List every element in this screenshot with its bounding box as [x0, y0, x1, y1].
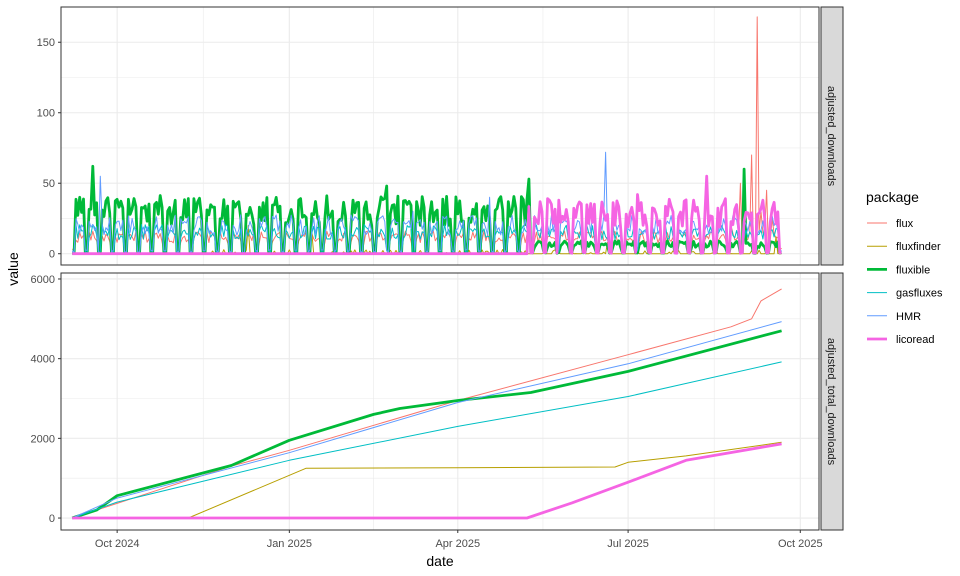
legend-label: gasfluxes: [896, 288, 943, 300]
y-tick-label: 100: [37, 108, 55, 120]
legend-title: package: [866, 189, 919, 205]
panel-adjusted_downloads: 0 50 100 150 adjusted_downloads: [37, 6, 844, 266]
legend-entry-flux: flux: [867, 218, 914, 230]
y-axis-title: value: [5, 252, 21, 286]
legend-label: fluxfinder: [896, 241, 941, 253]
panels: 0 50 100 150 adjusted_downloads 0 2000 4000 6000…: [31, 6, 844, 550]
legend-label: licoread: [896, 334, 935, 346]
legend-label: flux: [896, 218, 914, 230]
legend-entry-gasfluxes: gasfluxes: [867, 288, 943, 300]
panel-background: [61, 273, 819, 530]
strip-label: adjusted_total_downloads: [825, 338, 837, 466]
series-line-fluxible: [71, 329, 782, 520]
panel-adjusted_total_downloads: 0 2000 4000 6000 adjusted_total_downloads Oct…: [31, 272, 844, 550]
legend-entry-fluxible: fluxible: [867, 264, 930, 276]
strip-label: adjusted_downloads: [825, 86, 837, 187]
strip-background: [820, 272, 844, 531]
legend-entry-fluxfinder: fluxfinder: [867, 241, 941, 253]
y-tick-label: 150: [37, 37, 55, 49]
x-tick-label: Oct 2025: [778, 538, 823, 550]
panel-border: [60, 272, 820, 531]
legend: package flux fluxfinder fluxible gasfluxes H…: [866, 189, 943, 346]
y-tick-label: 0: [49, 513, 55, 525]
series-line-gasfluxes: [72, 361, 782, 519]
series-line-fluxfinder: [72, 441, 782, 519]
y-tick-label: 2000: [31, 433, 55, 445]
series-line-licoread: [72, 442, 782, 520]
legend-label: fluxible: [896, 264, 930, 276]
y-tick-label: 50: [43, 178, 55, 190]
y-tick-label: 0: [49, 249, 55, 261]
panel-border: [60, 6, 820, 266]
x-tick-label: Jul 2025: [607, 538, 649, 550]
series-line-HMR: [71, 321, 782, 519]
x-axis-title: date: [426, 553, 453, 569]
y-tick-label: 4000: [31, 354, 55, 366]
x-tick-label: Oct 2024: [95, 538, 140, 550]
legend-entry-licoread: licoread: [867, 334, 935, 346]
series-line-licoread: [72, 174, 782, 256]
series-lines: [71, 16, 782, 256]
series-line-flux: [72, 288, 782, 519]
series-lines: [71, 288, 782, 520]
y-tick-label: 6000: [31, 274, 55, 286]
legend-label: HMR: [896, 311, 921, 323]
legend-entry-HMR: HMR: [867, 311, 921, 323]
strip-background: [820, 6, 844, 266]
x-tick-label: Apr 2025: [435, 538, 480, 550]
x-tick-label: Jan 2025: [267, 538, 312, 550]
